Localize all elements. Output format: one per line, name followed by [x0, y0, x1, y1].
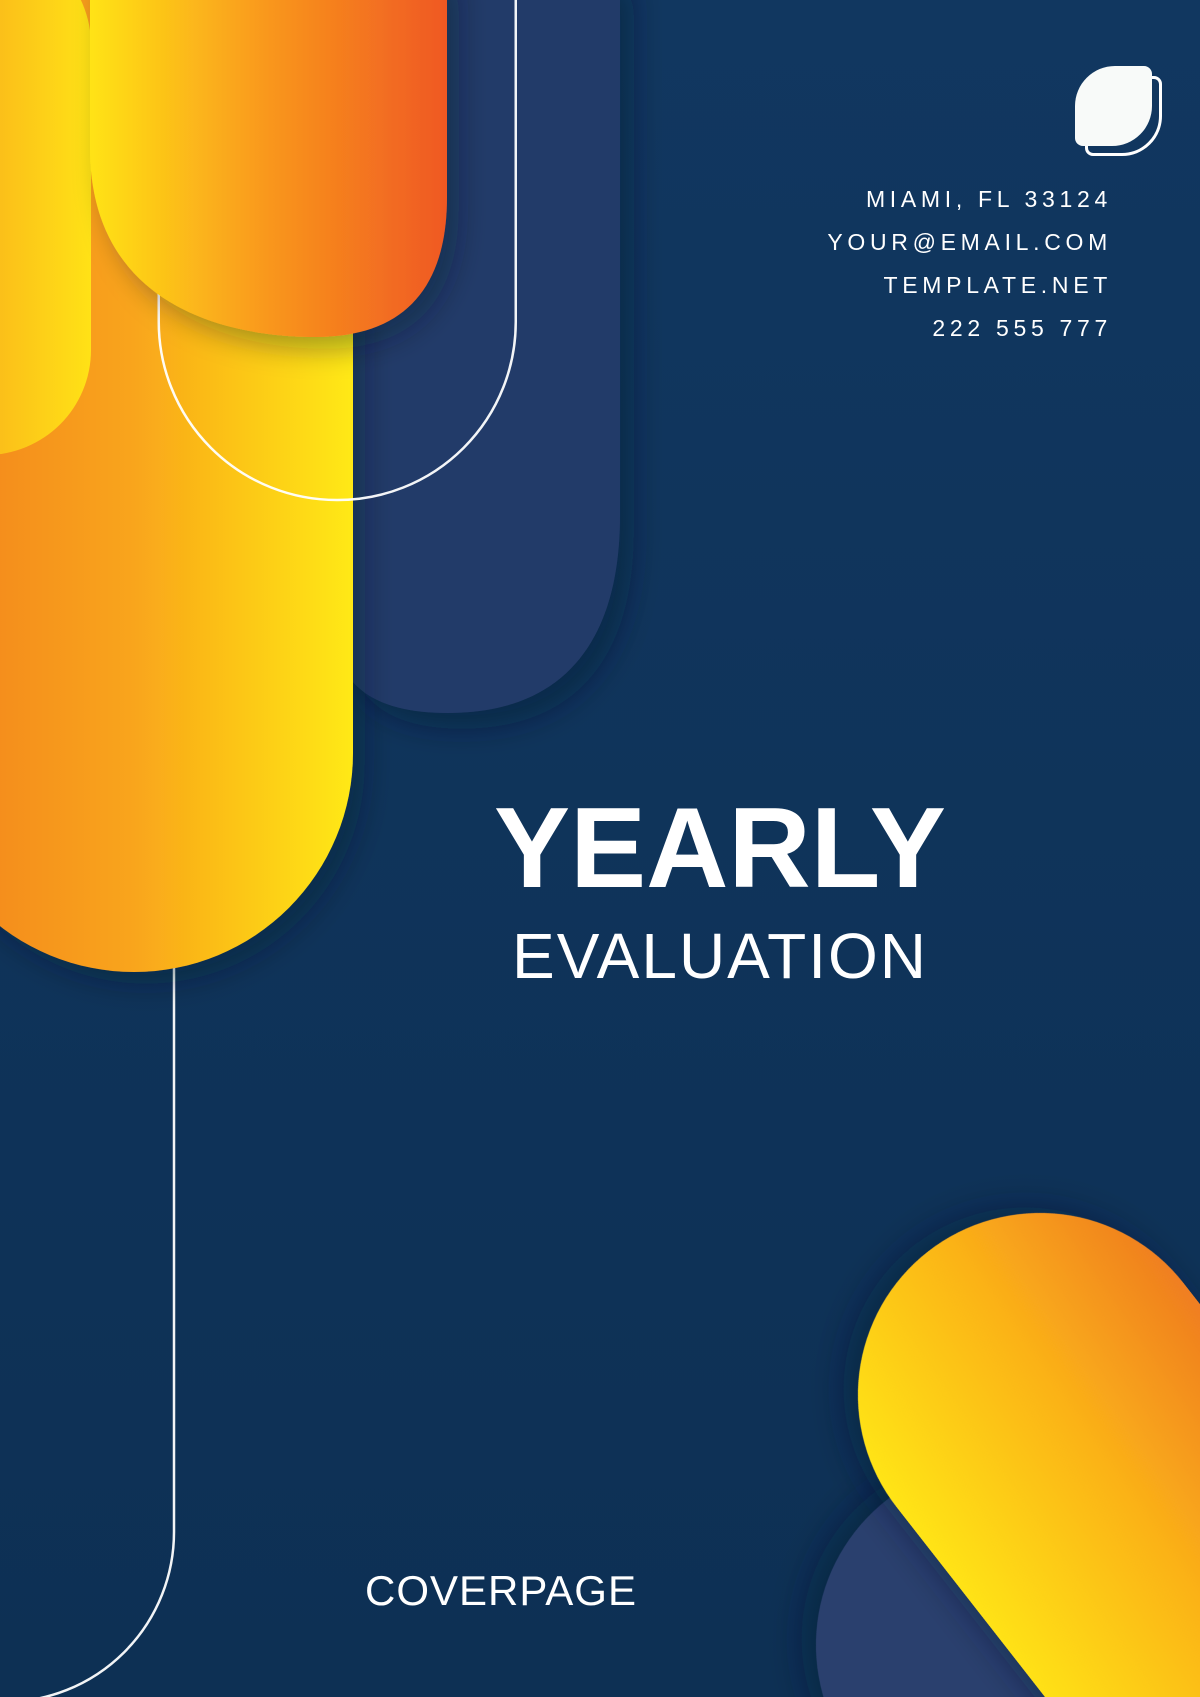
small-left-pill [0, 0, 91, 455]
title-block: YEARLY EVALUATION [430, 785, 1010, 992]
contact-address: MIAMI, FL 33124 [865, 186, 1112, 212]
yellow-pill-bottom-right [858, 1213, 1200, 1697]
contact-website: TEMPLATE.NET [883, 272, 1112, 298]
outline-pill-bottom-left [0, 298, 176, 1697]
brand-logo [1075, 66, 1162, 156]
page-subtitle: EVALUATION [512, 920, 928, 992]
contact-block: MIAMI, FL 33124 YOUR@EMAIL.COM TEMPLATE.… [827, 178, 1112, 350]
top-gradient-pill [90, 0, 447, 337]
contact-email: YOUR@EMAIL.COM [827, 229, 1112, 255]
footer-label: COVERPAGE [365, 1567, 637, 1614]
leaf-logo-icon [1075, 66, 1152, 146]
page-title: YEARLY [494, 785, 946, 912]
contact-phone: 222 555 777 [932, 315, 1112, 341]
navy-pill-bottom-right [815, 1461, 1200, 1697]
